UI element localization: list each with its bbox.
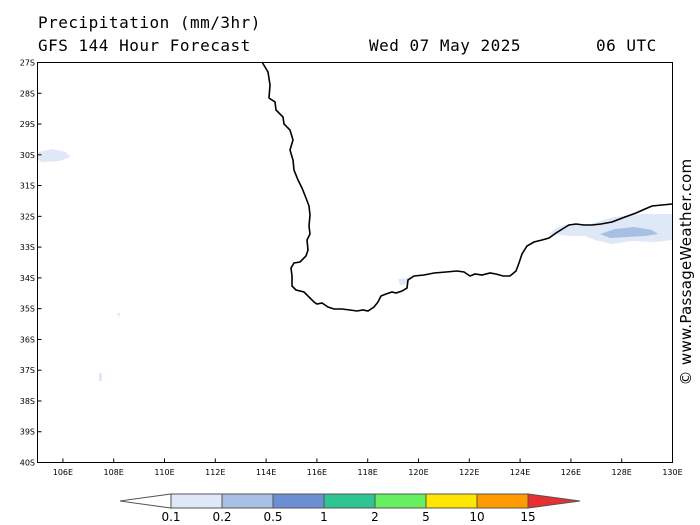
lat-tick-label: 33S: [20, 243, 35, 252]
legend-swatch: [221, 493, 274, 509]
precip-area-spot-1: [117, 313, 120, 318]
legend-label: 0.2: [212, 510, 231, 524]
lon-tick-label: 106E: [53, 468, 73, 477]
lat-tick-label: 37S: [20, 366, 35, 375]
chart-title: Precipitation (mm/3hr): [38, 13, 261, 32]
legend-label: 1: [320, 510, 328, 524]
lon-tick-label: 114E: [256, 468, 276, 477]
legend-label: 2: [371, 510, 379, 524]
legend-swatch: [119, 493, 172, 509]
map-frame: [37, 62, 673, 463]
lon-tick-label: 130E: [662, 468, 682, 477]
lat-tick-label: 31S: [20, 182, 35, 191]
lat-tick-label: 36S: [20, 335, 35, 344]
forecast-date: Wed 07 May 2025: [369, 36, 521, 55]
precip-area-bight-light: [549, 214, 672, 244]
longitude-axis: 106E 108E 110E 112E 114E 116E 118E 120E 122E 124E…: [53, 458, 683, 477]
lat-tick-label: 28S: [20, 89, 35, 98]
legend-label: 5: [422, 510, 430, 524]
lon-tick-label: 124E: [510, 468, 530, 477]
precip-area-bight-moderate: [600, 227, 658, 238]
precip-area-spot-2: [99, 373, 102, 381]
lon-tick-label: 110E: [154, 468, 174, 477]
lat-tick-label: 34S: [20, 274, 35, 283]
lat-tick-label: 29S: [20, 120, 35, 129]
legend-label: 0.1: [161, 510, 180, 524]
lat-tick-label: 35S: [20, 305, 35, 314]
legend-swatch: [527, 493, 581, 509]
lat-tick-label: 27S: [20, 59, 35, 68]
lat-tick-label: 30S: [20, 151, 35, 160]
legend-label: 10: [469, 510, 484, 524]
lon-tick-label: 128E: [612, 468, 632, 477]
lon-tick-label: 122E: [459, 468, 479, 477]
forecast-subtitle: GFS 144 Hour Forecast: [38, 36, 251, 55]
lat-tick-label: 39S: [20, 428, 35, 437]
legend-swatch: [272, 493, 325, 509]
legend-label: 15: [520, 510, 535, 524]
lon-tick-label: 126E: [561, 468, 581, 477]
legend-swatch: [476, 493, 529, 509]
forecast-time: 06 UTC: [596, 36, 657, 55]
legend-swatch: [425, 493, 478, 509]
lat-tick-label: 32S: [20, 212, 35, 221]
legend-label: 0.5: [263, 510, 282, 524]
precip-layer: [38, 149, 672, 381]
legend-swatch: [323, 493, 376, 509]
legend-swatch: [170, 493, 223, 509]
coastline-western-australia: [261, 61, 673, 312]
latitude-axis: 27S 28S 29S 30S 31S 32S 33S 34S 35S 36S 37S 38S 39S 4…: [20, 59, 42, 468]
lat-tick-label: 38S: [20, 397, 35, 406]
lon-tick-label: 112E: [205, 468, 225, 477]
legend-swatch: [374, 493, 427, 509]
lon-tick-label: 116E: [307, 468, 327, 477]
precip-legend: 0.1 0.2 0.5 1 2 5 10 15: [119, 493, 581, 524]
lat-tick-label: 40S: [20, 459, 35, 468]
lon-tick-label: 108E: [104, 468, 124, 477]
precip-area-west: [38, 149, 70, 162]
lon-tick-label: 120E: [408, 468, 428, 477]
lon-tick-label: 118E: [358, 468, 378, 477]
